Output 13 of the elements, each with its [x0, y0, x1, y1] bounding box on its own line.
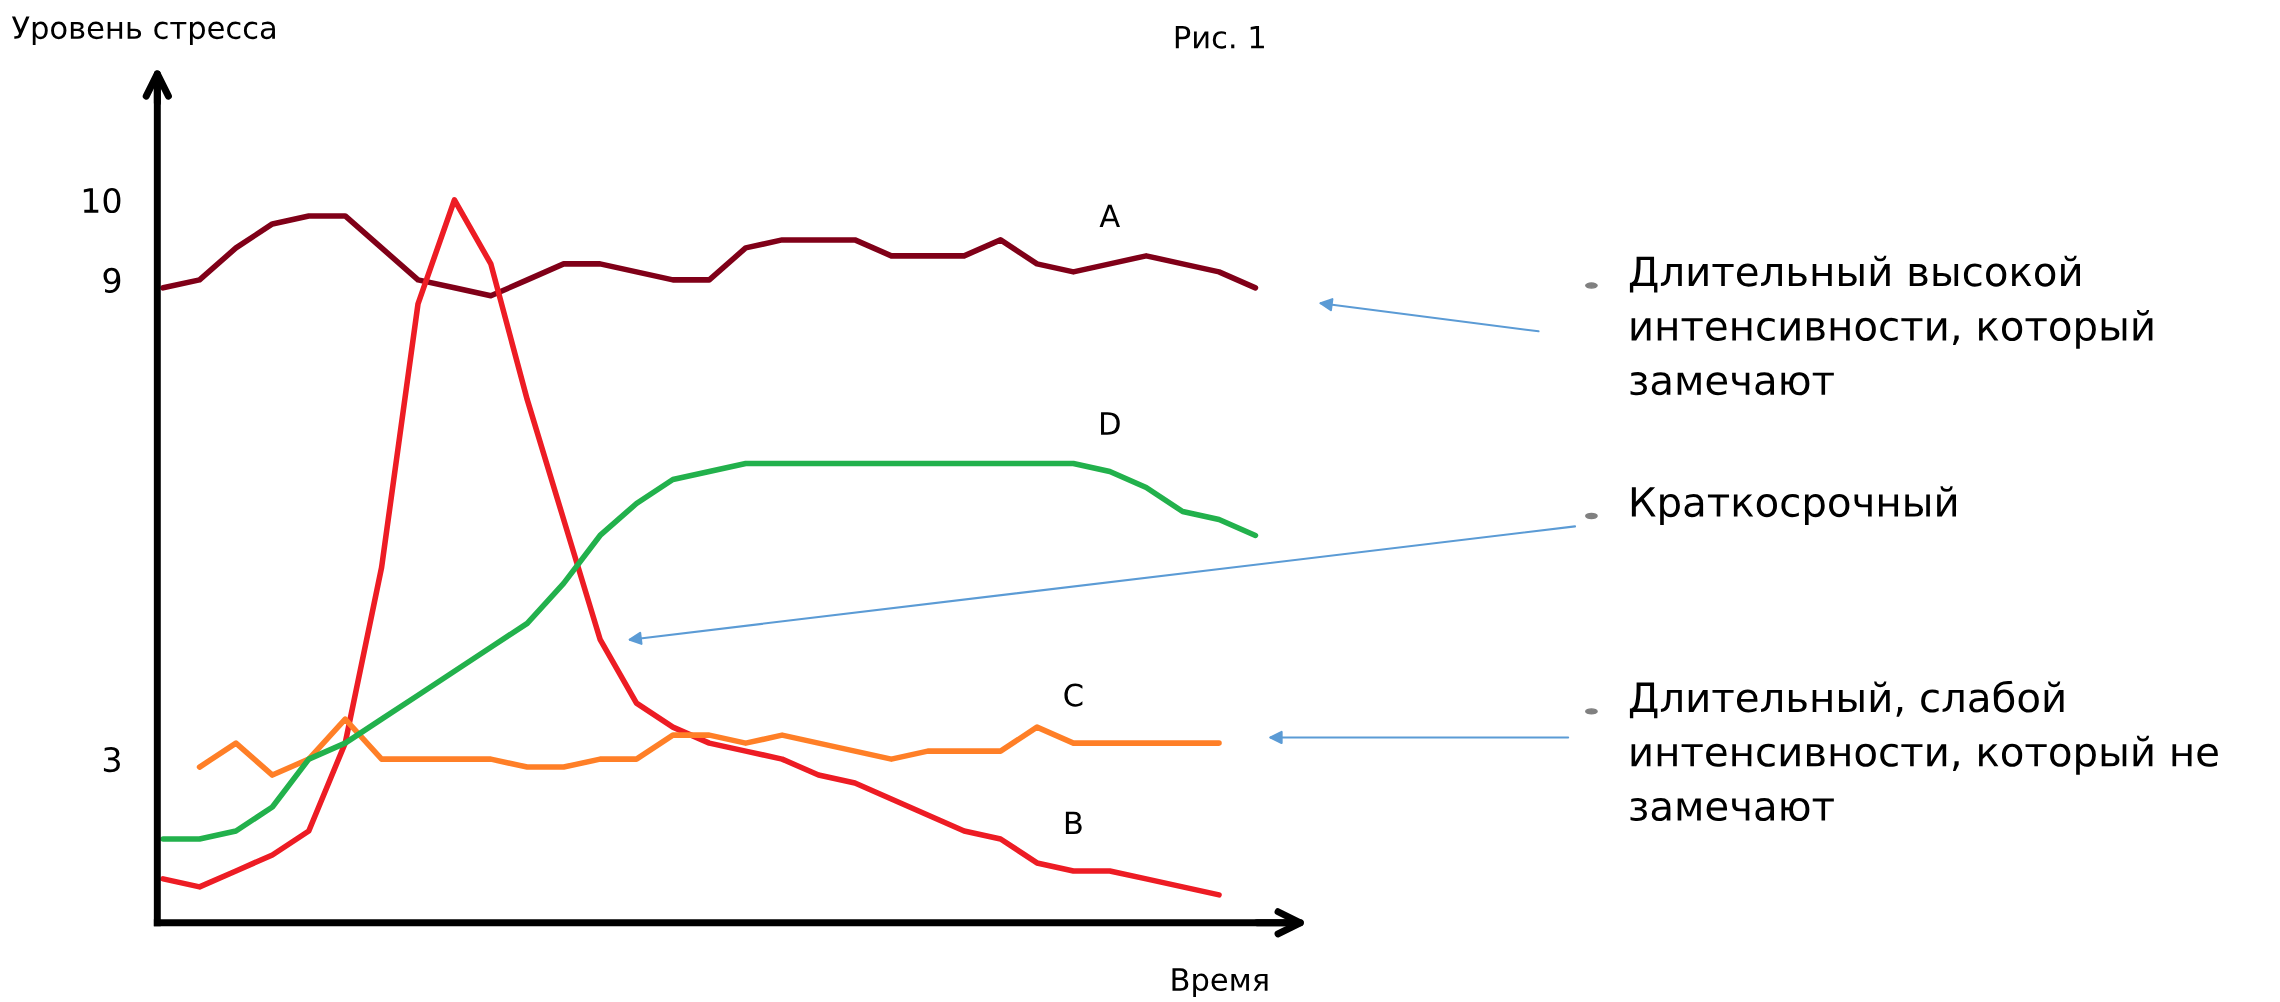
x-axis-title: Время — [1172, 968, 1268, 997]
y-tick-label: 10 — [83, 187, 121, 214]
chart-title: Рис. 1 — [1175, 25, 1264, 49]
series-label: C — [1064, 683, 1083, 707]
series-label: D — [1101, 412, 1120, 435]
text: Длительный высокой интенсивности, который замечают — [1629, 255, 2153, 396]
y-axis-title: Уровень стресса — [11, 16, 275, 46]
series-label: B — [1065, 811, 1082, 835]
text: Краткосрочный — [1631, 486, 1956, 525]
y-tick-label: 3 — [103, 747, 120, 773]
y-tick-label: 9 — [103, 267, 121, 293]
series-label: A — [1099, 204, 1120, 227]
text: Длительный, слабой интенсивности, который не замечают — [1629, 680, 2218, 822]
